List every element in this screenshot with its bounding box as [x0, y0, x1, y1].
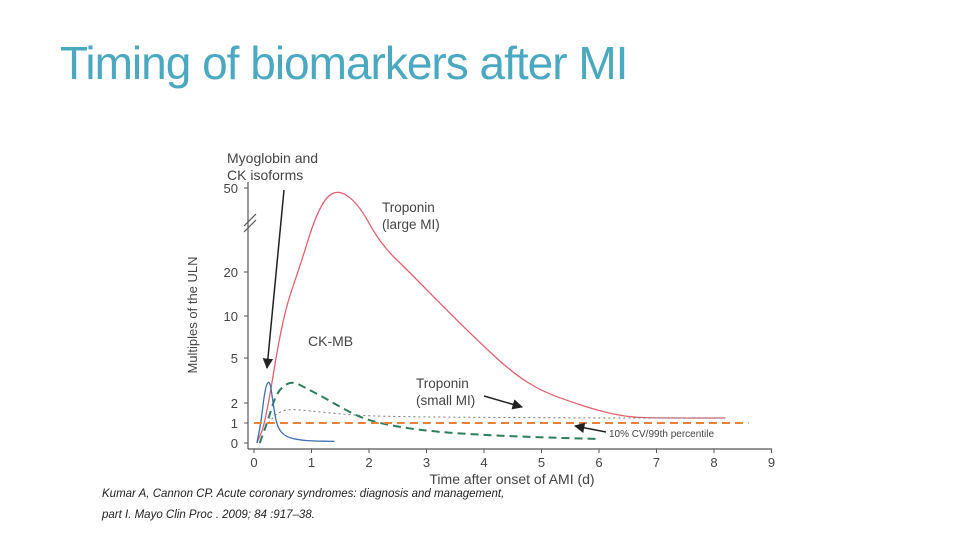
series-line-troponin-small-mi [268, 409, 726, 424]
y-tick-label: 0 [231, 436, 238, 451]
x-tick-label: 9 [768, 455, 775, 470]
x-tick-label: 1 [308, 455, 315, 470]
label-myoglobin: Myoglobin and [227, 150, 318, 166]
x-tick-label: 5 [538, 455, 545, 470]
x-tick-label: 2 [365, 455, 372, 470]
x-tick-label: 4 [480, 455, 487, 470]
arrow-troponin-small-mi [483, 395, 524, 410]
x-axis-label: Time after onset of AMI (d) [429, 471, 594, 487]
y-tick-label: 10 [224, 309, 238, 324]
axis-break-mark [243, 213, 257, 227]
y-tick-label: 20 [224, 265, 238, 280]
y-tick-label: 5 [231, 351, 238, 366]
y-tick-label: 50 [224, 181, 238, 196]
series-line-myoglobin-and-ck-isoforms [256, 381, 335, 444]
x-tick-label: 0 [250, 455, 257, 470]
label-troponin-small-mi: Troponin [416, 376, 469, 391]
label-ck-mb: CK-MB [308, 333, 353, 349]
label-reference-percentile: 10% CV/99th percentile [609, 429, 715, 440]
axis-break-mark [243, 219, 257, 233]
arrow-reference-percentile [573, 422, 607, 433]
x-tick-label: 6 [595, 455, 602, 470]
x-tick-label: 7 [653, 455, 660, 470]
label-myoglobin: CK isoforms [227, 167, 303, 183]
y-tick-label: 1 [231, 416, 238, 431]
label-troponin-large-mi: (large MI) [382, 217, 440, 232]
series-line-troponin-large-mi [256, 191, 726, 444]
x-tick-label: 3 [423, 455, 430, 470]
y-axis-label: Multiples of the ULN [185, 256, 200, 373]
slide-title: Timing of biomarkers after MI [60, 37, 628, 89]
x-tick-label: 8 [710, 455, 717, 470]
label-troponin-small-mi: (small MI) [416, 393, 475, 408]
label-troponin-large-mi: Troponin [382, 200, 435, 215]
series-line-ck-mb [258, 381, 600, 444]
y-tick-label: 2 [231, 396, 238, 411]
arrow-myoglobin [262, 189, 285, 370]
citation: Kumar A, Cannon CP. Acute coronary syndr… [102, 488, 505, 521]
